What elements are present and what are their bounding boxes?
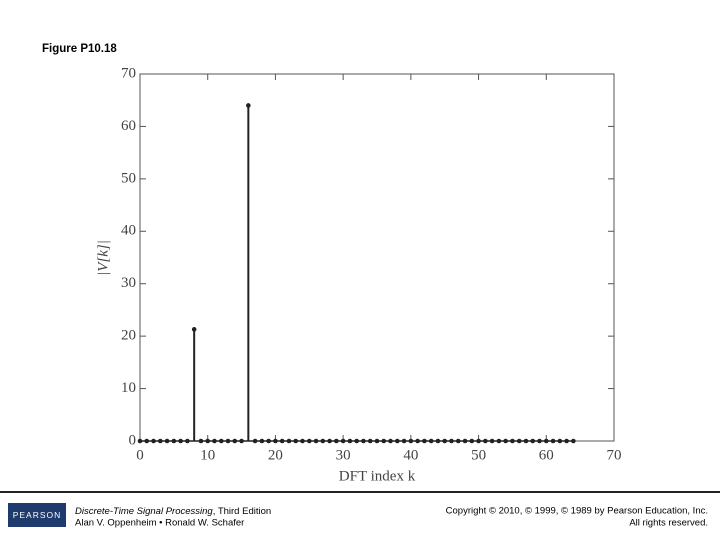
stem-marker — [483, 438, 488, 444]
y-tick-label: 40 — [121, 223, 136, 239]
x-tick-label: 30 — [336, 447, 351, 463]
stem-marker — [422, 438, 427, 444]
copyright: Copyright © 2010, © 1999, © 1989 by Pear… — [446, 506, 708, 517]
stem-marker — [218, 438, 224, 444]
stem-marker — [340, 438, 346, 444]
book-name: Discrete-Time Signal Processing — [75, 506, 213, 517]
stem-marker — [354, 438, 359, 444]
stem-marker — [286, 438, 292, 444]
stem-marker — [510, 438, 515, 444]
stem-marker — [381, 438, 387, 444]
plot-frame — [139, 73, 615, 442]
stem-marker — [225, 438, 231, 444]
rights: All rights reserved. — [629, 518, 708, 529]
stem-marker — [137, 438, 143, 444]
stem-marker — [239, 438, 244, 444]
x-tick-label: 0 — [136, 447, 144, 463]
y-tick-label: 30 — [121, 275, 136, 291]
x-tick-label: 70 — [607, 447, 622, 463]
stem-marker — [259, 438, 265, 444]
y-tick-label: 10 — [121, 380, 136, 396]
stem-marker — [279, 438, 285, 444]
stem-marker — [543, 438, 549, 444]
stem-marker — [273, 438, 278, 444]
stem-marker — [415, 438, 420, 444]
stem-marker — [191, 327, 197, 332]
stem-marker — [158, 438, 163, 444]
stem-marker — [455, 438, 461, 444]
y-tick-label: 70 — [121, 65, 136, 81]
stem-marker — [367, 438, 373, 444]
stem-marker — [293, 438, 299, 444]
stem-marker — [246, 103, 251, 108]
stem-marker — [178, 438, 183, 444]
stem-marker — [334, 438, 339, 444]
edition: , Third Edition — [213, 506, 271, 517]
stem-marker — [435, 438, 441, 444]
stem-marker — [449, 438, 454, 444]
stem-marker — [476, 438, 481, 444]
stem-marker — [266, 438, 271, 444]
stem-marker — [144, 438, 150, 444]
y-tick-label: 50 — [121, 170, 136, 186]
stem-marker — [327, 438, 332, 444]
stem-marker — [516, 438, 522, 444]
stem-marker — [428, 438, 434, 444]
stem-marker — [462, 438, 468, 444]
y-tick-label: 20 — [121, 328, 136, 344]
stem-marker — [361, 438, 366, 444]
stem-marker — [300, 438, 305, 444]
stem-marker — [401, 438, 407, 444]
stem-marker — [408, 438, 414, 444]
stem-marker — [489, 438, 495, 444]
stem-marker — [469, 438, 475, 444]
stem-marker — [212, 438, 217, 444]
stem-marker — [550, 438, 556, 444]
stem-marker — [564, 438, 569, 444]
x-tick-label: 20 — [268, 447, 283, 463]
stem-marker — [374, 438, 380, 444]
stem-marker — [395, 438, 400, 444]
authors: Alan V. Oppenheim • Ronald W. Schafer — [75, 518, 244, 529]
y-tick-label: 60 — [121, 118, 136, 134]
stem-marker — [171, 438, 177, 444]
logo-box — [8, 503, 66, 527]
stem-marker — [306, 438, 312, 444]
x-tick-label: 40 — [403, 447, 418, 463]
stem-marker — [496, 438, 502, 444]
stem-marker — [347, 438, 353, 444]
stem-marker — [232, 438, 238, 444]
x-axis-label: DFT index k — [339, 468, 416, 484]
x-tick-label: 60 — [539, 447, 554, 463]
stem-marker — [198, 438, 204, 444]
logo: PEARSON — [13, 510, 62, 520]
stem-marker — [164, 438, 170, 444]
y-tick-label: 0 — [129, 432, 137, 448]
stem-marker — [313, 438, 319, 444]
stem-marker — [442, 438, 448, 444]
figure-label: Figure P10.18 — [42, 43, 117, 55]
x-tick-label: 50 — [471, 447, 486, 463]
stem-marker — [205, 438, 211, 444]
stem-marker — [151, 438, 156, 444]
stem-marker — [252, 438, 258, 444]
y-axis-label: |V[k]| — [95, 240, 111, 276]
stem-marker — [571, 438, 576, 444]
stem-marker — [503, 438, 508, 444]
stem-marker — [388, 438, 393, 444]
stem-marker — [557, 438, 563, 444]
stem-marker — [185, 438, 190, 444]
stem-marker — [320, 438, 326, 444]
stem-marker — [523, 438, 529, 444]
stem-marker — [530, 438, 536, 444]
x-tick-label: 10 — [200, 447, 215, 463]
stem-marker — [537, 438, 542, 444]
book-title: Discrete-Time Signal Processing, Third E… — [75, 506, 271, 517]
